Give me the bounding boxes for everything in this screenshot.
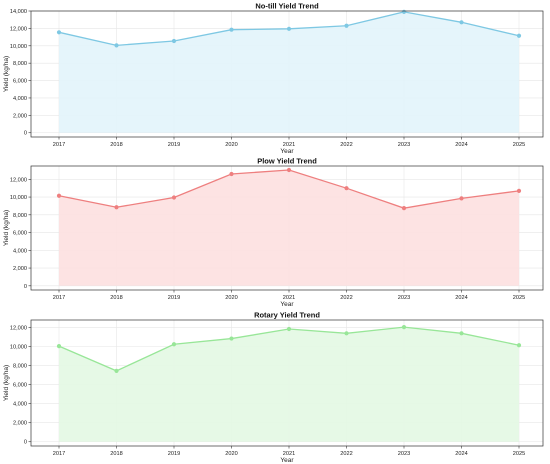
rotary-xtick-label: 2023 (398, 451, 410, 457)
no-till-ytick-label: 14,000 (10, 9, 27, 15)
no-till-xtick-label: 2023 (398, 142, 410, 148)
no-till-data-point (516, 33, 522, 38)
rotary-data-point (516, 343, 522, 348)
no-till-data-point (344, 23, 349, 28)
rotary-data-point (56, 344, 62, 349)
rotary-data-point (344, 331, 349, 336)
no-till-xtick-label: 2019 (168, 142, 180, 148)
rotary-xtick-label: 2020 (225, 451, 237, 457)
no-till-data-point (401, 9, 407, 14)
no-till-ytick-label: 4,000 (13, 96, 27, 102)
plow-xtick-label: 2017 (53, 295, 65, 301)
plow-xtick-label: 2025 (513, 295, 525, 301)
plow-ytick-label: 8,000 (13, 213, 27, 219)
no-till-xtick-label: 2022 (340, 142, 352, 148)
rotary-data-point (286, 326, 292, 332)
no-till-xtick-label: 2021 (283, 142, 295, 148)
rotary-xtick-label: 2021 (283, 451, 295, 457)
rotary-plot-frame (30, 319, 544, 447)
no-till-xtick-label: 2020 (225, 142, 237, 148)
plow-data-point (114, 205, 119, 210)
rotary-xtick-label: 2024 (455, 451, 467, 457)
no-till-chart: 0 2,000 4,000 6,000 8,000 10,000 12,000 14,000 2… (3, 2, 544, 155)
no-till-ytick-label: 10,000 (10, 44, 27, 50)
plow-x-axis-label: Year (280, 301, 294, 308)
plow-ytick-label: 10,000 (10, 195, 27, 201)
no-till-xtick-label: 2025 (513, 142, 525, 148)
plow-data-point (229, 171, 234, 177)
rotary-chart-title: Rotary Yield Trend (254, 311, 320, 320)
plow-y-axis-label: Yield (kg/ha) (3, 210, 10, 246)
rotary-data-point (401, 325, 407, 330)
plow-data-point (56, 193, 62, 198)
plow-ytick-label: 6,000 (13, 231, 27, 237)
rotary-xtick-label: 2022 (340, 451, 352, 457)
rotary-area-fill (59, 327, 519, 442)
plow-data-point (286, 167, 292, 173)
plow-ytick-label: 2,000 (13, 266, 27, 272)
rotary-ytick-label: 10,000 (10, 345, 27, 351)
rotary-x-axis-label: Year (280, 457, 294, 464)
rotary-data-point (229, 336, 234, 341)
no-till-y-axis-label: Yield (kg/ha) (3, 56, 10, 92)
rotary-data-point (171, 342, 177, 347)
no-till-ytick-label: 6,000 (13, 79, 27, 85)
no-till-xtick-label: 2018 (110, 142, 122, 148)
no-till-ytick-label: 0 (24, 131, 27, 137)
rotary-xtick-label: 2018 (110, 451, 122, 457)
plow-chart-title: Plow Yield Trend (257, 157, 317, 166)
rotary-ytick-label: 6,000 (13, 383, 27, 389)
plow-xtick-label: 2018 (110, 295, 122, 301)
rotary-ytick-label: 2,000 (13, 421, 27, 427)
plow-ytick-label: 0 (24, 284, 27, 290)
plow-xtick-label: 2020 (225, 295, 237, 301)
no-till-x-axis-label: Year (280, 148, 294, 155)
plow-xtick-label: 2022 (340, 295, 352, 301)
no-till-data-point (56, 30, 62, 35)
no-till-data-point (459, 20, 464, 25)
plow-data-point (344, 186, 349, 191)
rotary-ytick-label: 4,000 (13, 402, 27, 408)
plow-xtick-label: 2023 (398, 295, 410, 301)
no-till-data-point (229, 27, 234, 32)
plow-ytick-label: 12,000 (10, 177, 27, 183)
no-till-xtick-label: 2024 (455, 142, 467, 148)
no-till-ytick-label: 12,000 (10, 26, 27, 32)
plow-data-point (459, 196, 464, 201)
no-till-data-point (114, 43, 119, 48)
rotary-y-axis-label: Yield (kg/ha) (3, 365, 10, 401)
no-till-data-point (171, 38, 177, 44)
rotary-xtick-label: 2017 (53, 451, 65, 457)
plow-data-point (516, 188, 522, 193)
rotary-ytick-label: 0 (24, 440, 27, 446)
plow-ytick-label: 4,000 (13, 248, 27, 254)
no-till-xtick-label: 2017 (53, 142, 65, 148)
rotary-xtick-label: 2019 (168, 451, 180, 457)
plow-xtick-label: 2019 (168, 295, 180, 301)
plow-chart: 0 2,000 4,000 6,000 8,000 10,000 12,000 2017 201… (3, 157, 544, 308)
rotary-ytick-label: 8,000 (13, 364, 27, 370)
no-till-ytick-label: 2,000 (13, 113, 27, 119)
plow-data-point (401, 206, 407, 211)
rotary-ytick-label: 12,000 (10, 326, 27, 332)
plow-xtick-label: 2021 (283, 295, 295, 301)
rotary-chart: 0 2,000 4,000 6,000 8,000 10,000 12,000 2017 201… (3, 311, 544, 464)
plow-plot-frame (30, 165, 544, 291)
rotary-xtick-label: 2025 (513, 451, 525, 457)
rotary-data-point (114, 368, 119, 373)
no-till-plot-frame (30, 10, 544, 138)
plow-data-point (171, 195, 177, 200)
no-till-data-point (286, 26, 292, 31)
no-till-chart-title: No-till Yield Trend (255, 2, 319, 11)
no-till-ytick-label: 8,000 (13, 61, 27, 67)
rotary-data-point (459, 331, 464, 336)
plow-xtick-label: 2024 (455, 295, 467, 301)
